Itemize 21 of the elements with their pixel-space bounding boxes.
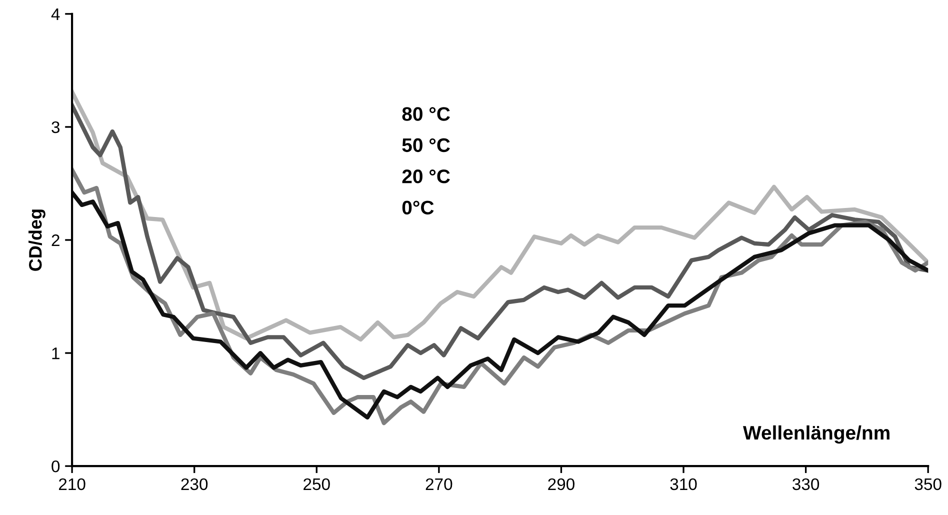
x-tick-label: 270: [426, 478, 452, 490]
line-series: [72, 90, 928, 342]
x-axis-title: Wellenlänge/nm: [742, 425, 890, 444]
x-tick-label: 250: [304, 478, 330, 490]
y-axis-title: CD/deg: [28, 210, 46, 271]
y-tick-label: 2: [52, 234, 60, 246]
y-tick-label: 3: [52, 121, 60, 134]
y-tick-label: 1: [52, 348, 60, 360]
x-tick-label: 290: [548, 478, 574, 490]
y-tick-label: 0: [52, 460, 60, 472]
x-tick-label: 230: [181, 478, 208, 490]
annotation: 80 °C: [402, 107, 450, 121]
annotation: 50 °C: [402, 138, 450, 152]
annotation: 20 °C: [402, 169, 450, 184]
x-tick-label: 310: [670, 478, 697, 490]
annotation: 0°C: [402, 200, 434, 214]
x-tick-label: 210: [58, 478, 86, 490]
x-tick-label: 330: [792, 478, 820, 490]
line-series: [72, 103, 928, 380]
x-tick-label: 350: [914, 478, 942, 490]
y-tick-label: 4: [51, 8, 60, 20]
